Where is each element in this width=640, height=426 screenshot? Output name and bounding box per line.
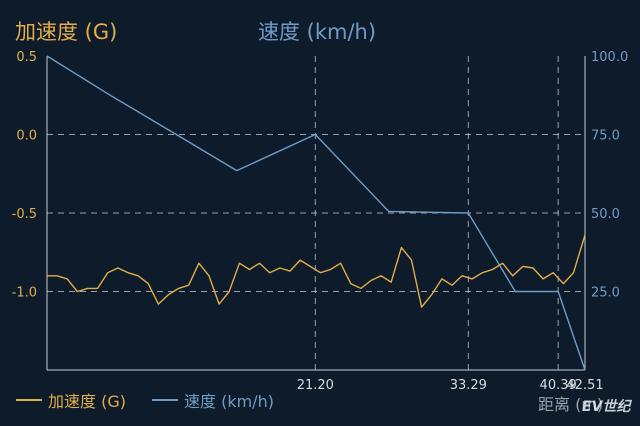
left-tick-label: 0.0 (16, 129, 37, 144)
left-axis-title: 加速度 (G) (15, 20, 118, 44)
right-tick-label: 50.0 (591, 207, 620, 222)
legend-label-accel: 加速度 (G) (48, 392, 126, 411)
left-tick-label: -1.0 (12, 286, 37, 301)
x-tick-label: 33.29 (450, 378, 487, 393)
x-tick-label: 40.39 (540, 378, 577, 393)
left-tick-label: 0.5 (16, 50, 37, 65)
right-tick-label: 100.0 (591, 50, 628, 65)
speed-series-line (46, 55, 586, 371)
x-axis-label: 距离 (m) (538, 395, 604, 414)
legend-item-accel: 加速度 (G) (16, 388, 126, 412)
right-tick-label: 75.0 (591, 129, 620, 144)
right-tick-label: 25.0 (591, 286, 620, 301)
legend-swatch-speed (152, 399, 178, 401)
legend-swatch-accel (16, 399, 42, 401)
accel-series-line (47, 234, 586, 308)
right-axis-title: 速度 (km/h) (258, 20, 377, 44)
x-tick-label: 21.20 (297, 378, 334, 393)
watermark-logo: EV世纪 (582, 399, 631, 415)
legend-item-speed: 速度 (km/h) (152, 388, 274, 412)
x-tick-label: 42.51 (566, 378, 603, 393)
left-tick-label: -0.5 (12, 207, 37, 222)
legend-label-speed: 速度 (km/h) (184, 392, 274, 411)
